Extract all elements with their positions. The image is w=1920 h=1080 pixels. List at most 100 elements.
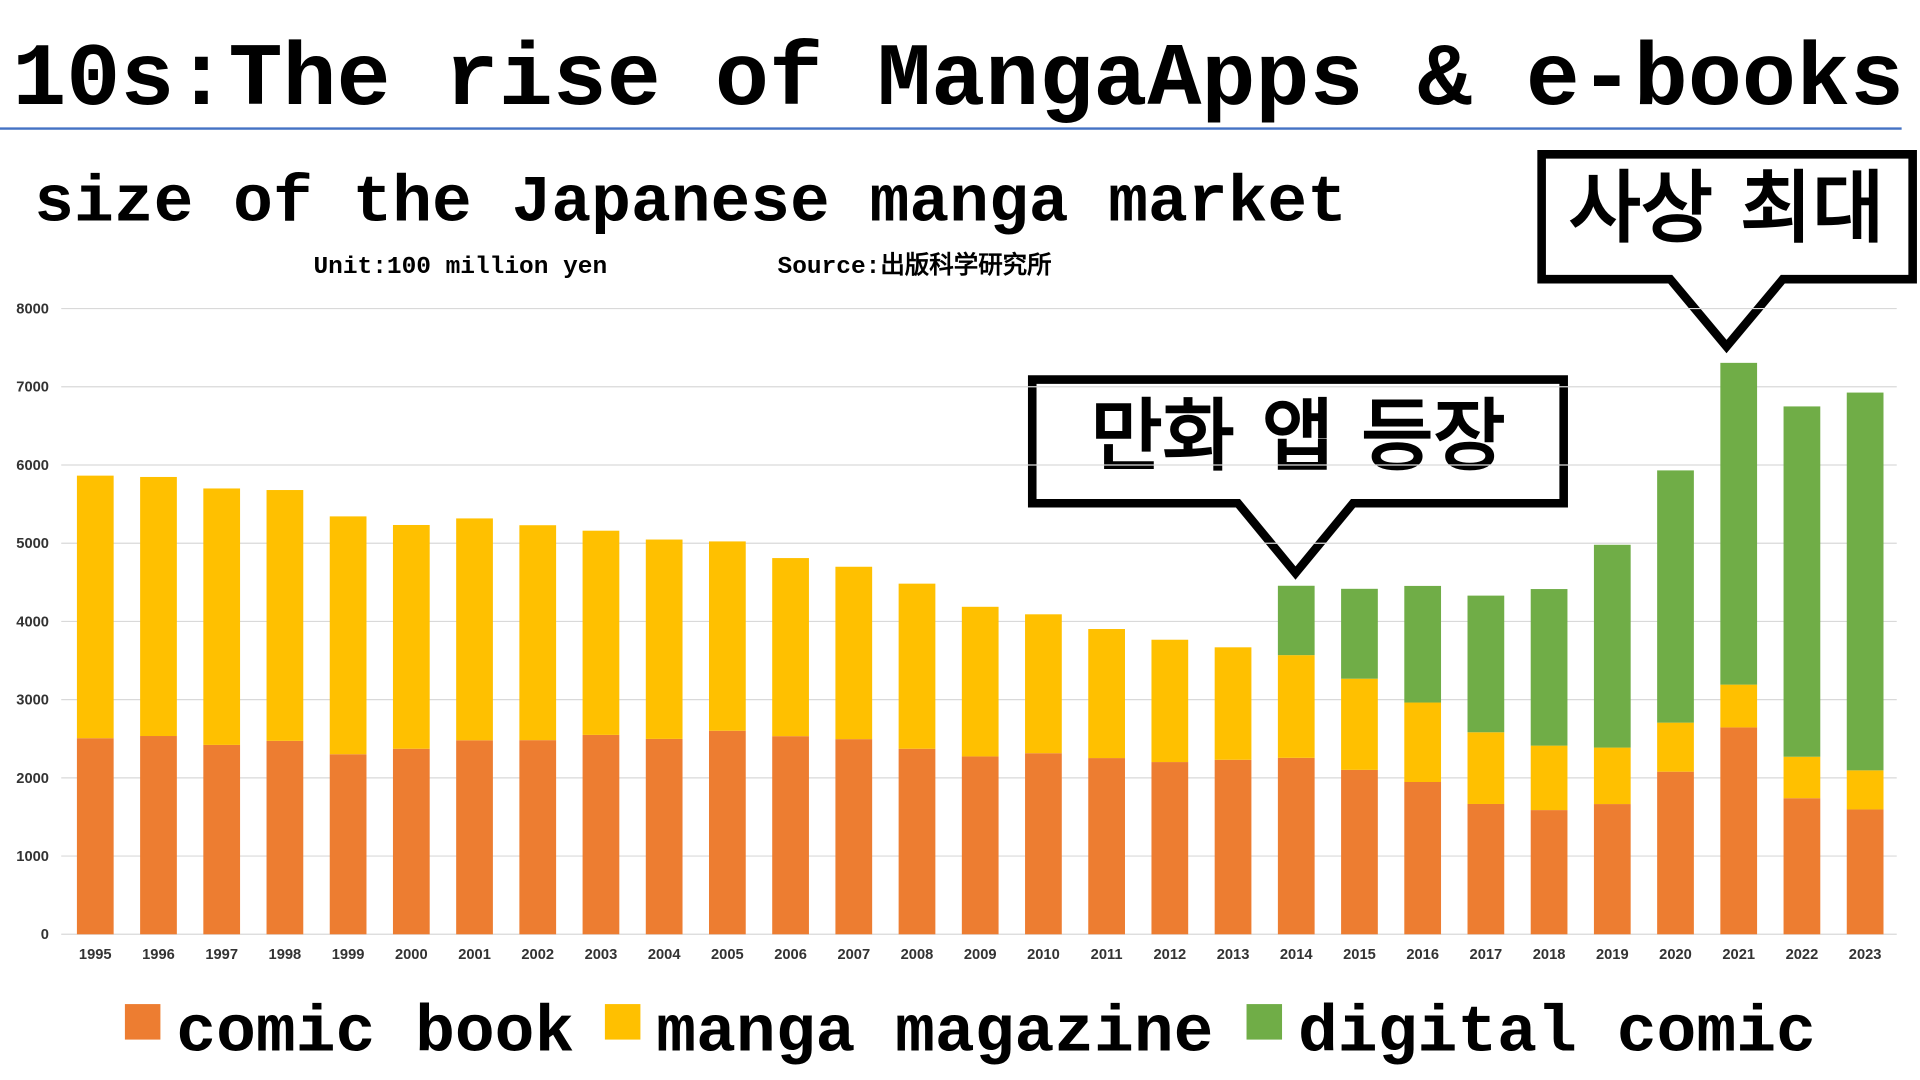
bar-segment: [329, 754, 367, 935]
y-tick-label: 1000: [16, 849, 49, 865]
x-tick-label: 2019: [1596, 947, 1629, 963]
bar-segment: [1467, 595, 1505, 733]
x-tick-label: 2012: [1153, 947, 1186, 963]
bar-segment: [1277, 655, 1315, 758]
x-tick-label: 2008: [901, 947, 934, 963]
bar-segment: [835, 739, 873, 935]
x-tick-label: 2004: [648, 947, 682, 963]
x-tick-label: 2006: [774, 947, 807, 963]
bar-segment: [456, 740, 493, 935]
y-tick-label: 6000: [16, 458, 49, 474]
bar-segment: [1467, 803, 1505, 935]
bar-segment: [1404, 702, 1442, 783]
x-tick-label: 2015: [1343, 947, 1376, 963]
bar-segment: [392, 524, 430, 749]
bar-segment: [1530, 745, 1568, 811]
bar-segment: [76, 738, 114, 935]
x-tick-label: 2009: [964, 947, 997, 963]
bar-segment: [961, 606, 999, 757]
x-tick-label: 1996: [142, 947, 175, 963]
x-tick-label: 2023: [1849, 947, 1882, 963]
bar-segment: [1783, 756, 1821, 799]
bar-segment: [645, 738, 683, 935]
y-tick-label: 7000: [16, 380, 49, 396]
bar-segment: [1593, 804, 1631, 935]
bar-segment: [582, 530, 620, 735]
x-tick-label: 2001: [458, 947, 491, 963]
annotation: 사상 최대: [1569, 163, 1885, 254]
bar-segment: [835, 566, 873, 740]
legend-swatch: [1246, 1004, 1283, 1040]
bar-segment: [1341, 678, 1378, 770]
chart-subtitle: size of the Japanese manga market: [34, 165, 1347, 240]
bar-segment: [1088, 758, 1125, 935]
legend-swatch: [124, 1004, 161, 1040]
y-tick-label: 3000: [16, 693, 49, 709]
x-tick-label: 2000: [395, 947, 428, 963]
bar-segment: [140, 476, 177, 737]
bar-segment: [329, 516, 367, 755]
bar-segment: [1530, 589, 1568, 746]
callout-box: [1537, 150, 1917, 354]
annotation: 만화 앱 등장: [1090, 391, 1505, 482]
bar-segment: [456, 518, 493, 741]
bar-segment: [1088, 629, 1125, 759]
x-tick-label: 2011: [1091, 947, 1123, 963]
plot-area: 0 1000 2000 3000 4000 5000 6000 7000 8000 1995 199…: [16, 301, 1897, 963]
bar-segment: [1657, 470, 1694, 723]
bar-segment: [203, 744, 241, 935]
bar-segment: [1657, 771, 1694, 935]
x-tick-label: 2002: [521, 947, 554, 963]
bar-segment: [1720, 727, 1758, 935]
bar-segment: [1530, 810, 1568, 935]
chart-title: 10s:The rise of MangaApps & e-books: [12, 30, 1904, 131]
x-tick-label: 2022: [1786, 947, 1819, 963]
bar-segment: [772, 558, 809, 737]
bar-segment: [1846, 770, 1884, 810]
legend-label: manga magazine: [656, 996, 1213, 1071]
unit-note: Unit:100 million yen: [313, 254, 607, 281]
bar-segment: [1214, 647, 1252, 760]
x-tick-label: 1995: [79, 947, 112, 963]
x-tick-label: 1997: [205, 947, 238, 963]
x-tick-label: 2014: [1280, 947, 1314, 963]
x-tick-label: 2021: [1722, 947, 1755, 963]
bar-segment: [709, 730, 746, 935]
x-tick-label: 2005: [711, 947, 744, 963]
x-tick-label: 2013: [1217, 947, 1250, 963]
bar-segment: [1341, 769, 1378, 935]
bar-segment: [772, 736, 809, 935]
bar-segment: [1593, 747, 1631, 805]
x-tick-label: 2020: [1659, 947, 1692, 963]
bar-segment: [1341, 588, 1378, 679]
x-tick-label: 2017: [1470, 947, 1503, 963]
bar-segment: [709, 541, 746, 731]
bar-segment: [1783, 798, 1821, 935]
x-tick-label: 2007: [837, 947, 870, 963]
bar-segment: [1846, 809, 1884, 935]
x-tick-label: 2010: [1027, 947, 1060, 963]
x-tick-label: 2003: [585, 947, 618, 963]
legend-label: digital comic: [1298, 996, 1816, 1071]
bar-segment: [1025, 614, 1062, 754]
bar-segment: [140, 736, 177, 935]
bar-segment: [961, 756, 999, 935]
bar-segment: [1277, 585, 1315, 656]
bar-segment: [582, 734, 620, 935]
bar-segment: [1467, 732, 1505, 804]
bar-segment: [519, 525, 557, 741]
bar-segment: [76, 475, 114, 739]
bar-segment: [1846, 392, 1884, 771]
source-note: Source:出版科学研究所: [778, 250, 1052, 281]
x-tick-label: 1999: [332, 947, 365, 963]
bar-segment: [1277, 757, 1315, 935]
bar-segment: [1214, 759, 1252, 935]
legend-label: comic book: [176, 996, 574, 1071]
y-tick-label: 4000: [16, 614, 49, 630]
legend-swatch: [604, 1004, 641, 1040]
bar-segment: [1151, 639, 1189, 763]
bar-segment: [898, 748, 936, 935]
bar-segment: [266, 740, 304, 935]
x-tick-label: 1998: [269, 947, 302, 963]
bar-segment: [1151, 762, 1189, 935]
